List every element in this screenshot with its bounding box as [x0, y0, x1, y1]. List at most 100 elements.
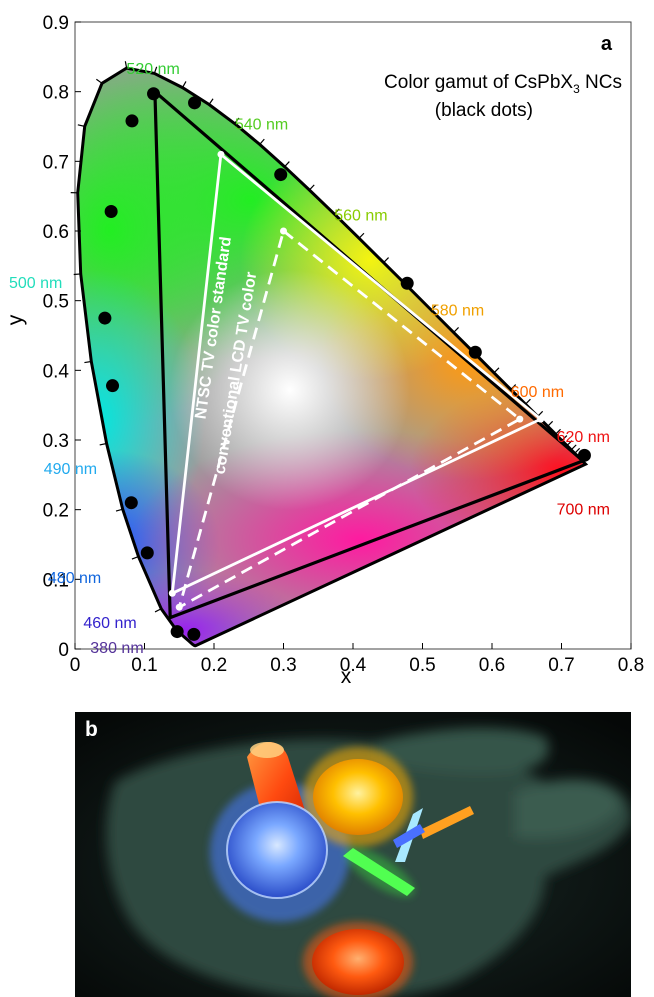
- y-tick-label: 0.3: [43, 431, 69, 452]
- conventional-lcd-tv-color-triangle: [177, 229, 522, 609]
- locus-tick: [77, 124, 85, 127]
- locus-tick: [510, 384, 517, 390]
- x-axis-ticks: 0 0.1 0.2 0.3 0.4 0.5 0.6 0.7 0.8: [70, 643, 644, 676]
- locus-tick: [493, 367, 500, 374]
- x-tick-label: 0.2: [201, 655, 227, 676]
- locus-tick: [561, 435, 568, 441]
- locus-tick: [570, 444, 577, 451]
- glowing-samples-photo: [75, 712, 631, 997]
- y-tick-label: 0.8: [43, 83, 69, 104]
- triangle-vertex: [280, 227, 287, 235]
- y-tick-label: 0: [58, 640, 69, 661]
- orange-glowing-stick: [420, 806, 474, 839]
- locus-tick: [333, 208, 340, 215]
- gamut-triangles: [153, 90, 585, 620]
- wavelength-label: 460 nm: [83, 615, 136, 632]
- data-point: [577, 448, 591, 462]
- wavelength-label: 540 nm: [235, 117, 288, 134]
- locus-tick: [234, 117, 240, 124]
- y-tick-label: 0.4: [43, 361, 70, 382]
- data-point: [106, 379, 120, 393]
- locus-tick: [308, 184, 315, 191]
- data-point: [147, 87, 161, 101]
- x-tick-label: 0: [70, 655, 81, 676]
- x-tick-label: 0.4: [340, 655, 367, 676]
- x-axis-label: x: [341, 665, 352, 688]
- data-point: [274, 168, 288, 182]
- y-tick-label: 0.6: [43, 222, 69, 243]
- y-tick-label: 0.5: [43, 292, 69, 313]
- locus-tick: [259, 138, 265, 145]
- locus-tick: [383, 257, 390, 263]
- chart-title: Color gamut of CsPbX3 NCs: [384, 72, 622, 96]
- triangle-vertex: [217, 150, 225, 158]
- wavelength-label: 700 nm: [557, 501, 610, 518]
- locus-tick: [555, 428, 561, 435]
- yellow-glowing-disc: [313, 759, 403, 835]
- x-tick-label: 0.8: [618, 655, 644, 676]
- y-axis-label: y: [4, 314, 27, 325]
- x-tick-label: 0.3: [270, 655, 296, 676]
- triangle-vertex: [516, 415, 524, 423]
- chart-title-subscript: 3: [573, 82, 580, 96]
- y-tick-label: 0.1: [43, 570, 69, 591]
- y-tick-label: 0.2: [43, 501, 69, 522]
- locus-tick: [358, 232, 365, 239]
- blue-small-stick: [393, 824, 425, 848]
- locus-tick: [84, 360, 92, 364]
- panel-label-a: a: [601, 33, 613, 55]
- y-axis-ticks: 0 0.1 0.2 0.3 0.4 0.5 0.6 0.7 0.8 0.9: [43, 13, 81, 661]
- locus-tick: [99, 442, 107, 446]
- wavelength-label: 380 nm: [90, 640, 143, 657]
- data-point: [140, 546, 154, 560]
- wavelength-label: 520 nm: [126, 61, 179, 78]
- locus-tick: [208, 98, 214, 105]
- cie-chromaticity-chart: 0 0.1 0.2 0.3 0.4 0.5 0.6 0.7 0.8 00.10.20.30.40…: [4, 13, 644, 688]
- x-tick-label: 0.7: [548, 655, 574, 676]
- locus-tick: [181, 81, 187, 88]
- data-point: [125, 114, 139, 128]
- y-tick-label: 0.7: [43, 152, 69, 173]
- x-tick-label: 0.5: [409, 655, 435, 676]
- triangle-vertex: [537, 415, 545, 423]
- locus-tick: [154, 608, 162, 613]
- data-point: [187, 627, 201, 641]
- wavelength-label: 480 nm: [48, 570, 101, 587]
- triangle-vertex: [175, 603, 183, 611]
- wavelength-label: 500 nm: [9, 275, 62, 292]
- wavelength-label: 620 nm: [557, 429, 610, 446]
- wavelength-label: 560 nm: [334, 207, 387, 224]
- wavelength-label: 580 nm: [431, 303, 484, 320]
- locus-tick: [96, 78, 103, 84]
- data-point: [124, 496, 138, 510]
- orange-glowing-disc: [312, 929, 404, 995]
- data-point: [400, 276, 414, 290]
- chart-subtitle: (black dots): [435, 100, 533, 121]
- ntsc-tv-color-standard-triangle: [170, 152, 543, 595]
- data-point: [468, 345, 482, 359]
- blue-glowing-disc: [227, 802, 327, 898]
- chart-title-main: Color gamut of CsPbX: [384, 72, 573, 93]
- chromaticity-color-fill: [77, 68, 586, 646]
- locus-tick: [430, 304, 437, 311]
- x-tick-label: 0.6: [479, 655, 505, 676]
- locus-tick: [73, 273, 81, 276]
- photo-panel-b: b: [75, 712, 631, 997]
- locus-tick: [453, 327, 460, 333]
- locus-tick: [124, 61, 128, 69]
- wavelength-labels: 520 nm 540 nm 560 nm 580 nm 600 nm 620 nm 700 …: [9, 61, 610, 657]
- locus-tick: [537, 410, 544, 417]
- cspbx3-points: [98, 87, 591, 641]
- x-tick-label: 0.1: [131, 655, 157, 676]
- data-point: [188, 96, 202, 110]
- locus-tick: [153, 66, 158, 74]
- locus-tick: [525, 398, 531, 405]
- chart-title-tail: NCs: [580, 72, 622, 93]
- locus-tick: [284, 161, 290, 168]
- wavelength-label: 600 nm: [511, 384, 564, 401]
- locus-tick: [566, 440, 573, 446]
- y-tick-label: 0.9: [43, 13, 69, 34]
- data-point: [104, 204, 118, 218]
- triangle-vertex: [168, 589, 176, 597]
- locus-tick: [547, 420, 554, 427]
